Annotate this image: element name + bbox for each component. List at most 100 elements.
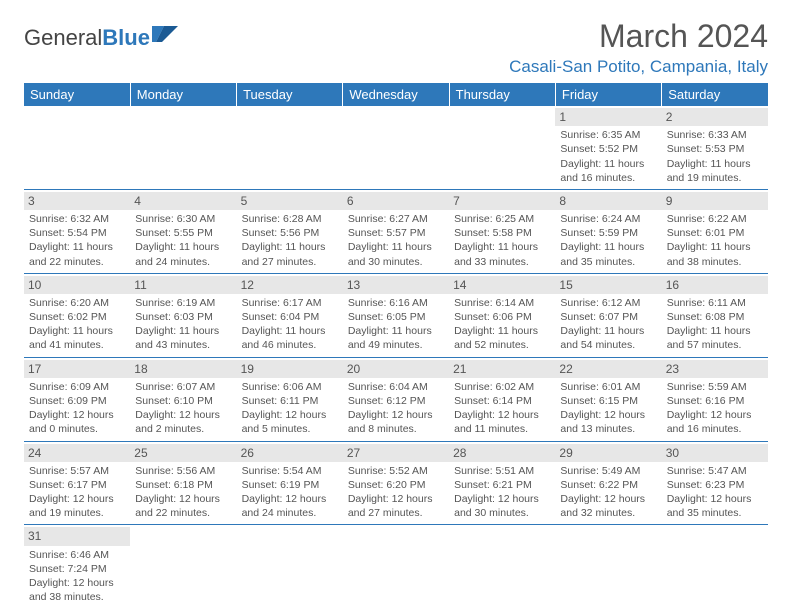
- day-number: 20: [343, 360, 449, 378]
- day-number: 15: [555, 276, 661, 294]
- daylight-line-1: Daylight: 11 hours: [348, 324, 444, 338]
- daylight-line-1: Daylight: 12 hours: [454, 492, 550, 506]
- day-number: 23: [662, 360, 768, 378]
- sunset-line: Sunset: 6:08 PM: [667, 310, 763, 324]
- sunset-line: Sunset: 5:59 PM: [560, 226, 656, 240]
- calendar-day-cell: 31Sunrise: 6:46 AMSunset: 7:24 PMDayligh…: [24, 525, 130, 608]
- sunset-line: Sunset: 5:54 PM: [29, 226, 125, 240]
- daylight-line-1: Daylight: 11 hours: [135, 324, 231, 338]
- calendar-day-cell: 14Sunrise: 6:14 AMSunset: 6:06 PMDayligh…: [449, 273, 555, 357]
- sunset-line: Sunset: 6:16 PM: [667, 394, 763, 408]
- day-number: 1: [555, 108, 661, 126]
- logo-text-blue: Blue: [102, 25, 150, 51]
- daylight-line-1: Daylight: 12 hours: [667, 492, 763, 506]
- calendar-row: 31Sunrise: 6:46 AMSunset: 7:24 PMDayligh…: [24, 525, 768, 608]
- daylight-line-2: and 19 minutes.: [667, 171, 763, 185]
- sunset-line: Sunset: 6:23 PM: [667, 478, 763, 492]
- daylight-line-2: and 43 minutes.: [135, 338, 231, 352]
- calendar-empty-cell: [24, 106, 130, 189]
- daylight-line-2: and 19 minutes.: [29, 506, 125, 520]
- sunset-line: Sunset: 6:20 PM: [348, 478, 444, 492]
- daylight-line-1: Daylight: 11 hours: [242, 324, 338, 338]
- sunrise-line: Sunrise: 5:56 AM: [135, 464, 231, 478]
- daylight-line-2: and 49 minutes.: [348, 338, 444, 352]
- daylight-line-2: and 46 minutes.: [242, 338, 338, 352]
- daylight-line-2: and 2 minutes.: [135, 422, 231, 436]
- sunrise-line: Sunrise: 6:27 AM: [348, 212, 444, 226]
- calendar-empty-cell: [449, 106, 555, 189]
- day-number: 29: [555, 444, 661, 462]
- sunrise-line: Sunrise: 6:01 AM: [560, 380, 656, 394]
- daylight-line-2: and 38 minutes.: [667, 255, 763, 269]
- calendar-day-cell: 15Sunrise: 6:12 AMSunset: 6:07 PMDayligh…: [555, 273, 661, 357]
- calendar-day-cell: 24Sunrise: 5:57 AMSunset: 6:17 PMDayligh…: [24, 441, 130, 525]
- calendar-empty-cell: [130, 525, 236, 608]
- daylight-line-1: Daylight: 12 hours: [560, 492, 656, 506]
- sunset-line: Sunset: 6:02 PM: [29, 310, 125, 324]
- sunrise-line: Sunrise: 6:25 AM: [454, 212, 550, 226]
- sunset-line: Sunset: 5:57 PM: [348, 226, 444, 240]
- daylight-line-1: Daylight: 12 hours: [29, 408, 125, 422]
- logo: GeneralBlue: [24, 18, 178, 52]
- calendar-day-cell: 8Sunrise: 6:24 AMSunset: 5:59 PMDaylight…: [555, 189, 661, 273]
- weekday-header: Monday: [130, 83, 236, 106]
- sunrise-line: Sunrise: 6:02 AM: [454, 380, 550, 394]
- daylight-line-2: and 27 minutes.: [348, 506, 444, 520]
- day-number: 13: [343, 276, 449, 294]
- sunset-line: Sunset: 6:22 PM: [560, 478, 656, 492]
- daylight-line-1: Daylight: 12 hours: [135, 408, 231, 422]
- calendar-day-cell: 6Sunrise: 6:27 AMSunset: 5:57 PMDaylight…: [343, 189, 449, 273]
- calendar-empty-cell: [237, 525, 343, 608]
- sunrise-line: Sunrise: 6:09 AM: [29, 380, 125, 394]
- calendar-day-cell: 3Sunrise: 6:32 AMSunset: 5:54 PMDaylight…: [24, 189, 130, 273]
- daylight-line-1: Daylight: 11 hours: [135, 240, 231, 254]
- sunrise-line: Sunrise: 6:04 AM: [348, 380, 444, 394]
- calendar-empty-cell: [343, 525, 449, 608]
- sunrise-line: Sunrise: 6:06 AM: [242, 380, 338, 394]
- sunset-line: Sunset: 6:18 PM: [135, 478, 231, 492]
- calendar-day-cell: 23 Sunrise: 5:59 AMSunset: 6:16 PMDayligh…: [662, 357, 768, 441]
- daylight-line-1: Daylight: 12 hours: [667, 408, 763, 422]
- sunrise-line: Sunrise: 5:59 AM: [667, 380, 763, 394]
- calendar-day-cell: 25Sunrise: 5:56 AMSunset: 6:18 PMDayligh…: [130, 441, 236, 525]
- calendar-row: 24Sunrise: 5:57 AMSunset: 6:17 PMDayligh…: [24, 441, 768, 525]
- daylight-line-2: and 27 minutes.: [242, 255, 338, 269]
- calendar-day-cell: 21Sunrise: 6:02 AMSunset: 6:14 PMDayligh…: [449, 357, 555, 441]
- sunset-line: Sunset: 6:15 PM: [560, 394, 656, 408]
- sunrise-line: Sunrise: 6:33 AM: [667, 128, 763, 142]
- month-title: March 2024: [509, 18, 768, 55]
- sunrise-line: Sunrise: 6:16 AM: [348, 296, 444, 310]
- sunset-line: Sunset: 5:53 PM: [667, 142, 763, 156]
- daylight-line-2: and 35 minutes.: [560, 255, 656, 269]
- title-block: March 2024 Casali-San Potito, Campania, …: [509, 18, 768, 77]
- sunset-line: Sunset: 5:58 PM: [454, 226, 550, 240]
- calendar-day-cell: 28Sunrise: 5:51 AMSunset: 6:21 PMDayligh…: [449, 441, 555, 525]
- calendar-day-cell: 12Sunrise: 6:17 AMSunset: 6:04 PMDayligh…: [237, 273, 343, 357]
- sunset-line: Sunset: 5:55 PM: [135, 226, 231, 240]
- daylight-line-1: Daylight: 11 hours: [560, 324, 656, 338]
- daylight-line-2: and 16 minutes.: [560, 171, 656, 185]
- daylight-line-2: and 24 minutes.: [135, 255, 231, 269]
- daylight-line-2: and 30 minutes.: [348, 255, 444, 269]
- daylight-line-1: Daylight: 12 hours: [242, 492, 338, 506]
- day-number: 30: [662, 444, 768, 462]
- day-number: 2: [662, 108, 768, 126]
- daylight-line-2: and 24 minutes.: [242, 506, 338, 520]
- daylight-line-1: Daylight: 11 hours: [29, 240, 125, 254]
- daylight-line-1: Daylight: 11 hours: [242, 240, 338, 254]
- location: Casali-San Potito, Campania, Italy: [509, 57, 768, 77]
- sunset-line: Sunset: 7:24 PM: [29, 562, 125, 576]
- sunrise-line: Sunrise: 6:22 AM: [667, 212, 763, 226]
- calendar-table: SundayMondayTuesdayWednesdayThursdayFrid…: [24, 83, 768, 608]
- day-number: 28: [449, 444, 555, 462]
- sunrise-line: Sunrise: 5:51 AM: [454, 464, 550, 478]
- day-number: 31: [24, 527, 130, 545]
- calendar-row: 17Sunrise: 6:09 AMSunset: 6:09 PMDayligh…: [24, 357, 768, 441]
- sunset-line: Sunset: 6:05 PM: [348, 310, 444, 324]
- sunset-line: Sunset: 6:01 PM: [667, 226, 763, 240]
- daylight-line-2: and 11 minutes.: [454, 422, 550, 436]
- sunrise-line: Sunrise: 6:30 AM: [135, 212, 231, 226]
- calendar-row: 3Sunrise: 6:32 AMSunset: 5:54 PMDaylight…: [24, 189, 768, 273]
- calendar-day-cell: 27Sunrise: 5:52 AMSunset: 6:20 PMDayligh…: [343, 441, 449, 525]
- daylight-line-1: Daylight: 12 hours: [242, 408, 338, 422]
